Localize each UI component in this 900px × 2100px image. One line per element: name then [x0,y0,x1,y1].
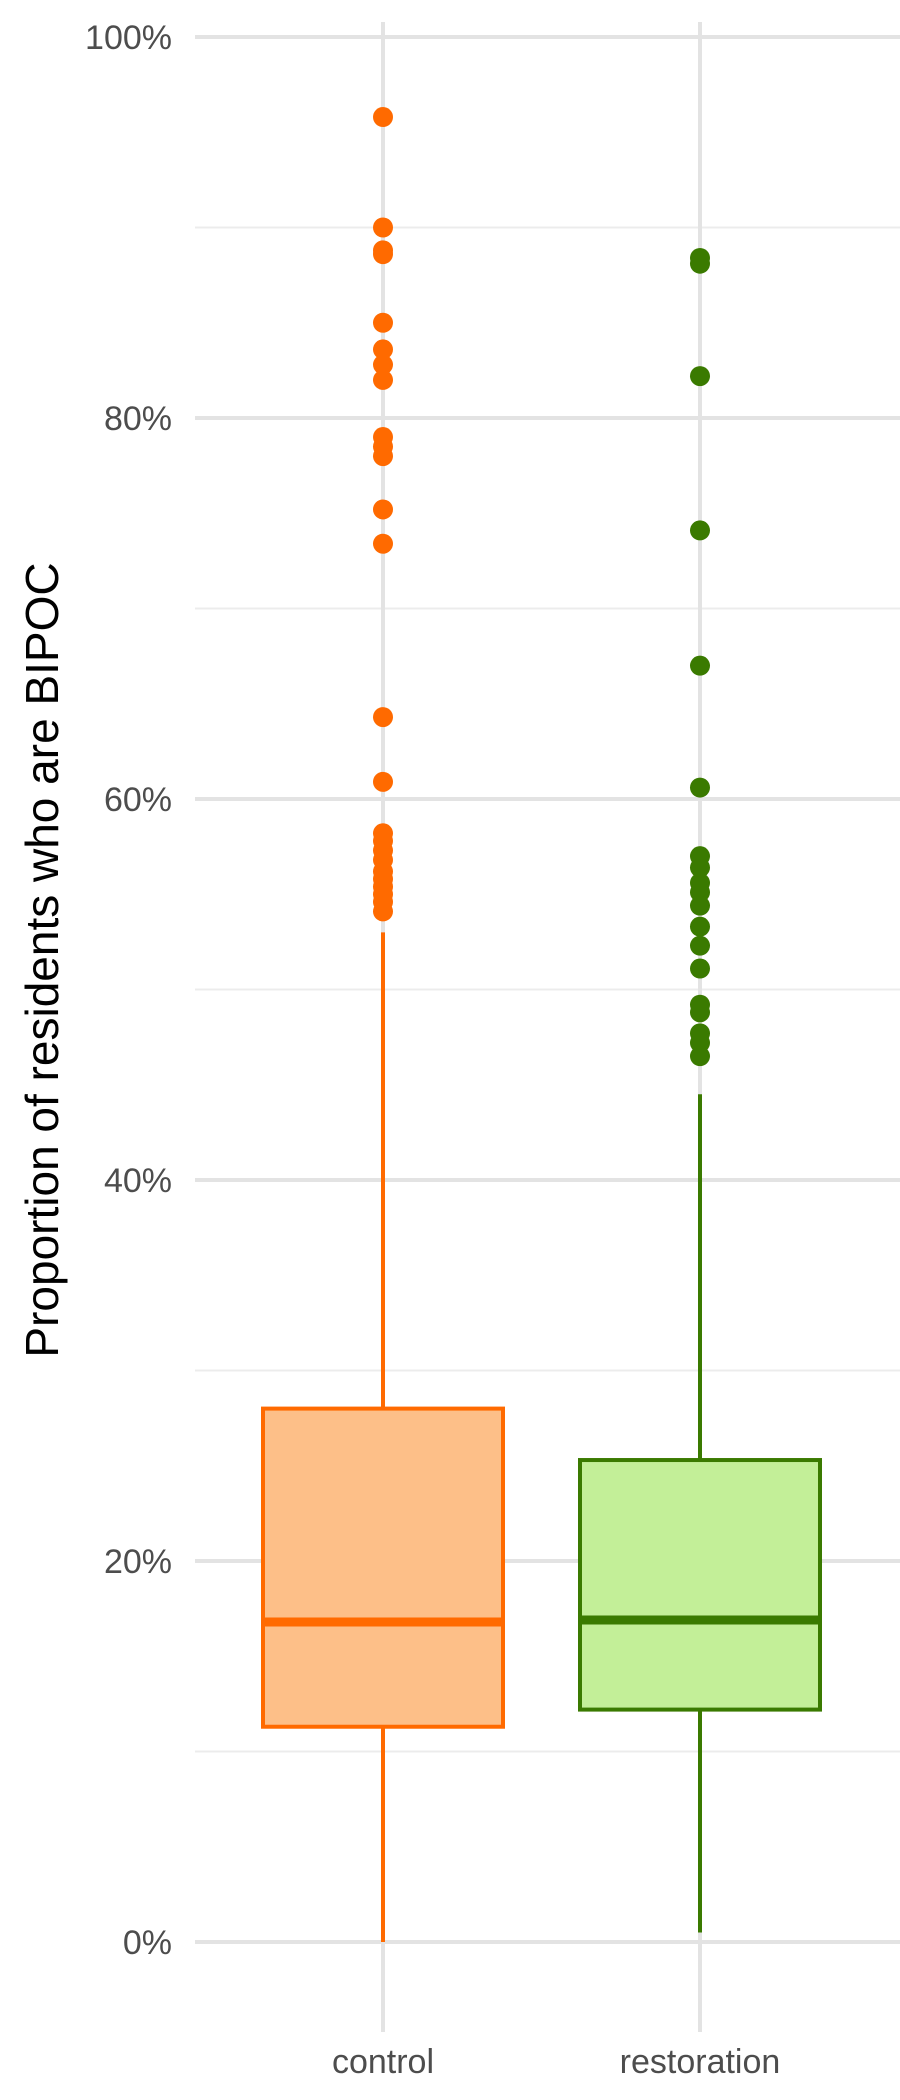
y-tick-label: 20% [104,1543,172,1581]
interquartile-box [261,1406,505,1729]
y-tick-label: 60% [104,781,172,819]
outlier-point [373,312,393,333]
outlier-point [690,958,710,979]
x-tick-label: restoration [620,2043,781,2081]
outlier-point [690,520,710,541]
outlier-point [373,533,393,554]
outlier-point [373,707,393,728]
outlier-point [373,354,393,375]
outlier-point [690,1002,710,1023]
boxes [261,932,822,1942]
outlier-point [373,446,393,467]
outlier-point [373,901,393,922]
outlier-point [690,935,710,956]
outlier-point [690,916,710,937]
outlier-points [373,107,710,1067]
outlier-point [690,253,710,274]
outlier-point [690,777,710,798]
y-tick-label: 100% [85,19,172,57]
x-tick-label: control [332,2043,434,2081]
box-restoration [578,1094,822,1933]
outlier-point [373,217,393,238]
outlier-point [373,244,393,265]
outlier-point [690,655,710,676]
y-tick-label: 40% [104,1162,172,1200]
outlier-point [373,107,393,128]
interquartile-box [578,1458,822,1712]
outlier-point [373,369,393,390]
outlier-point [690,857,710,878]
outlier-point [373,339,393,360]
y-tick-label: 0% [123,1924,172,1962]
box-control [261,932,505,1942]
y-tick-label: 80% [104,400,172,438]
y-axis-tick-labels: 0% 20% 40% 60% 80% 100% [85,19,172,1962]
grid-lines [195,22,900,2032]
outlier-point [690,895,710,916]
x-axis-tick-labels: control restoration [332,2043,780,2081]
outlier-point [373,499,393,520]
outlier-point [690,366,710,387]
outlier-point [373,771,393,792]
y-axis-title: Proportion of residents who are BIPOC [16,562,68,1357]
outlier-point [690,1046,710,1067]
